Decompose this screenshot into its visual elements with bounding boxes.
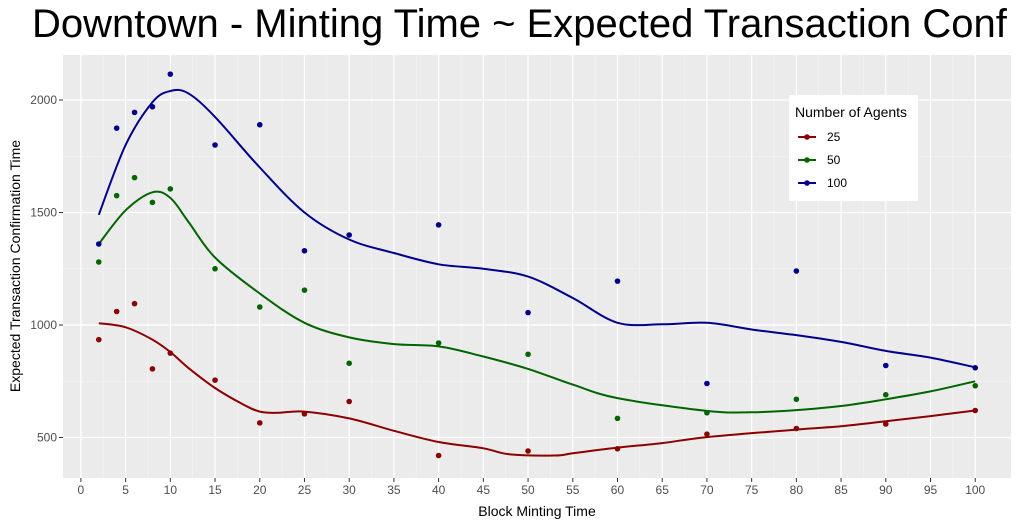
point-series-100 [525,309,531,316]
chart-title: Downtown - Minting Time ~ Expected Trans… [32,2,1008,46]
point-series-25 [525,448,531,454]
y-tick-label: 2000 [30,93,57,107]
x-tick-label: 0 [78,483,85,497]
x-tick-label: 35 [387,483,401,497]
point-series-50 [149,199,156,206]
point-series-50 [256,304,263,310]
point-series-50 [301,287,308,293]
x-tick-label: 85 [834,483,848,497]
point-series-100 [346,232,352,238]
x-tick-label: 25 [298,483,312,497]
x-tick-label: 30 [343,483,357,497]
point-series-50 [212,265,218,272]
point-series-100 [614,278,621,284]
smooth-line-100 [97,88,976,369]
point-series-25 [972,407,979,414]
x-tick-label: 5 [122,483,129,497]
point-series-100 [113,125,120,131]
point-series-25 [435,452,442,459]
point-series-25 [793,425,800,432]
legend: Number of Agents 25 50 100 [789,95,918,201]
legend-items: 25 50 100 [798,130,847,190]
point-series-100 [95,241,102,247]
legend-label-50: 50 [827,153,841,167]
point-series-100 [793,268,800,274]
point-series-50 [131,174,138,181]
point-series-50 [95,259,102,265]
point-series-100 [301,247,308,254]
x-tick-label: 50 [521,483,535,497]
legend-title: Number of Agents [795,104,907,120]
x-tick-label: 40 [432,483,446,497]
x-tick-label: 80 [790,483,804,497]
point-series-50 [346,360,352,367]
point-series-50 [972,382,979,389]
x-tick-label: 60 [611,483,625,497]
grid-lines [63,55,1011,478]
x-tick-label: 20 [253,483,267,497]
point-series-25 [113,308,120,315]
point-series-100 [704,380,710,387]
point-series-50 [793,396,800,403]
point-series-100 [882,362,889,369]
point-series-100 [435,222,442,228]
point-series-50 [614,415,621,422]
x-tick-label: 45 [477,483,491,497]
point-series-50 [882,391,889,398]
point-series-50 [113,192,120,199]
point-series-50 [525,351,531,358]
data-points [95,71,979,459]
x-axis-title: Block Minting Time [478,503,596,519]
point-series-25 [704,431,710,437]
x-tick-label: 90 [879,483,893,497]
point-series-100 [972,364,979,371]
point-series-100 [256,121,263,128]
point-series-100 [149,103,156,110]
point-series-25 [131,300,138,307]
legend-key-point-25 [804,134,810,140]
point-series-25 [346,398,352,405]
smooth-line-50 [98,190,976,414]
point-series-50 [435,340,442,346]
point-series-25 [256,420,263,426]
point-series-25 [614,445,621,452]
point-series-25 [95,336,102,343]
y-tick-label: 1000 [30,318,57,332]
point-series-25 [882,421,889,427]
x-tick-label: 95 [924,483,938,497]
x-tick-label: 100 [965,483,985,497]
x-tick-label: 75 [745,483,759,497]
point-series-25 [149,366,156,372]
legend-label-25: 25 [827,130,841,144]
x-tick-label: 10 [164,483,178,497]
legend-key-point-50 [804,157,810,163]
y-tick-label: 500 [37,431,57,445]
x-tick-label: 65 [656,483,670,497]
x-tick-label: 55 [566,483,580,497]
y-axis-title: Expected Transaction Confirmation Time [7,140,23,392]
point-series-100 [131,109,138,116]
y-axis: 500 1000 1500 2000 [30,93,63,445]
point-series-50 [167,186,174,192]
point-series-25 [301,411,308,417]
point-series-25 [167,350,174,356]
x-tick-label: 70 [700,483,714,497]
legend-key-point-100 [804,180,810,186]
x-tick-label: 15 [208,483,222,497]
point-series-100 [167,71,174,77]
point-series-25 [212,377,218,383]
point-series-50 [704,409,710,416]
y-tick-label: 1500 [30,206,57,220]
legend-label-100: 100 [827,176,847,190]
x-axis: 0 5 10 15 20 25 30 35 40 45 50 55 60 65 70 75 80 85 90 95 10… [78,478,986,497]
point-series-100 [212,142,218,148]
